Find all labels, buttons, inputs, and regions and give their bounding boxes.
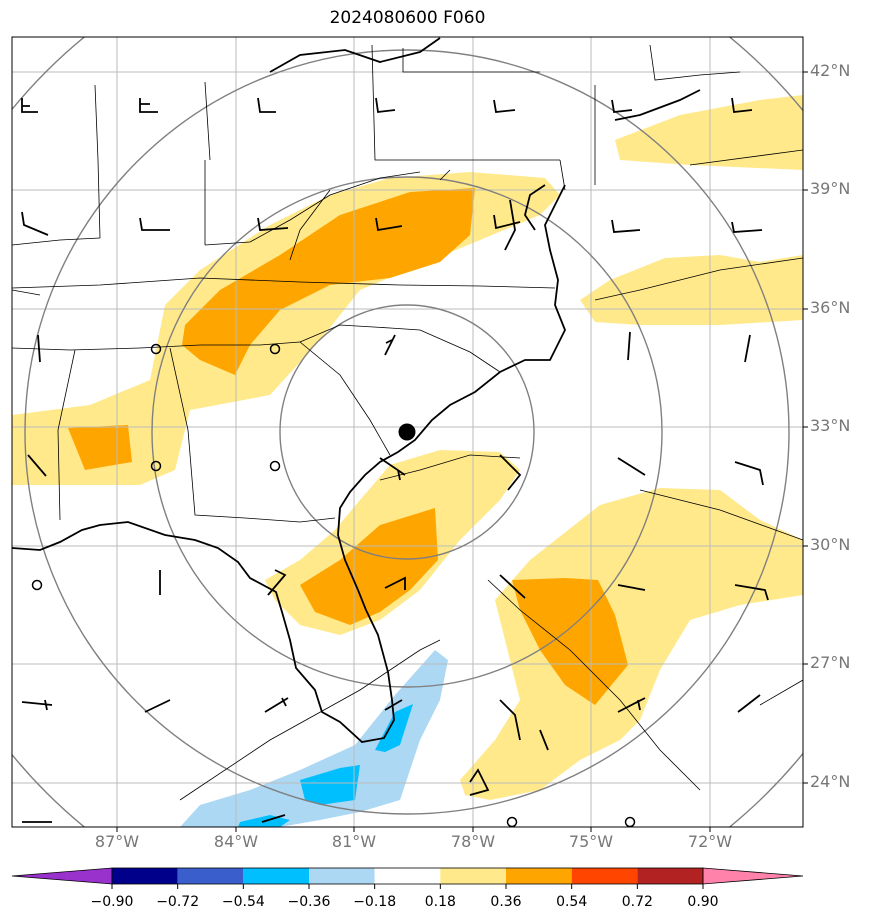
colorbar-tick-label: −0.18	[353, 894, 397, 910]
wind-barbs	[21, 97, 769, 823]
lon-label-87: 87°W	[94, 832, 140, 851]
colorbar-segment	[637, 868, 703, 884]
colorbar-tick-label: 0.90	[687, 894, 719, 910]
colorbar-tick-label: 0.36	[490, 894, 522, 910]
colorbar-tick-label: 0.54	[556, 894, 588, 910]
lat-label-30: 30°N	[810, 535, 851, 554]
colorbar-segment	[243, 868, 309, 884]
colorbar-segment	[440, 868, 506, 884]
lon-label-81: 81°W	[331, 832, 377, 851]
lat-label-33: 33°N	[810, 416, 851, 435]
colorbar-segment	[571, 868, 638, 884]
map-plot	[11, 36, 808, 832]
lon-label-78: 78°W	[450, 832, 496, 851]
colorbar-segment	[112, 868, 178, 884]
colorbar	[11, 867, 804, 889]
colorbar-extend-low	[11, 867, 113, 885]
colorbar-tick-label: −0.72	[156, 894, 200, 910]
colorbar-tick-label: −0.90	[90, 894, 134, 910]
coastline	[12, 37, 701, 796]
colorbar-segment	[309, 868, 375, 884]
lat-label-27: 27°N	[810, 653, 851, 672]
lon-label-84: 84°W	[213, 832, 259, 851]
graticule	[12, 37, 803, 827]
lat-label-39: 39°N	[810, 179, 851, 198]
map-title: 2024080600 F060	[329, 8, 486, 28]
colorbar-extend-high	[702, 867, 804, 885]
colorbar-tick-label: 0.72	[621, 894, 653, 910]
center-point-marker	[398, 423, 416, 441]
lat-label-24: 24°N	[810, 772, 851, 791]
lat-label-42: 42°N	[810, 61, 851, 80]
colorbar-tick-label: 0.18	[424, 894, 456, 910]
lon-label-72: 72°W	[687, 832, 733, 851]
lat-label-36: 36°N	[810, 298, 851, 317]
colorbar-tick-label: −0.54	[221, 894, 265, 910]
state-borders	[12, 44, 803, 801]
range-rings	[12, 37, 803, 827]
lon-label-75: 75°W	[568, 832, 614, 851]
colorbar-tick-label: −0.36	[287, 894, 331, 910]
map-frame	[11, 36, 804, 828]
calm-station-circles	[31, 343, 636, 827]
shaded-field-medium	[68, 188, 628, 705]
colorbar-segment	[177, 868, 244, 884]
colorbar-segment	[506, 868, 572, 884]
colorbar-segment	[374, 868, 441, 884]
